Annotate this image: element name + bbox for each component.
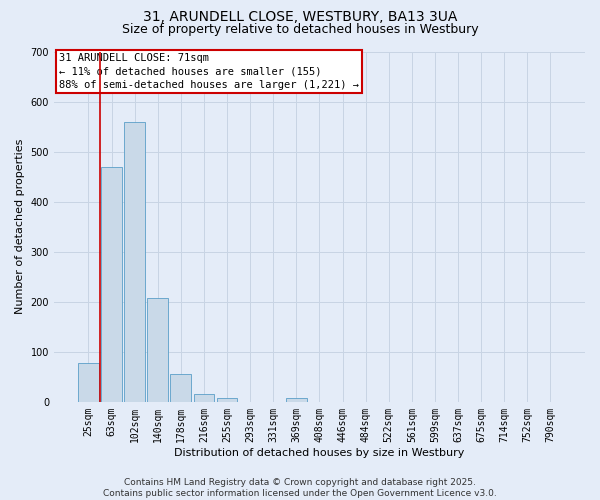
X-axis label: Distribution of detached houses by size in Westbury: Distribution of detached houses by size … bbox=[174, 448, 464, 458]
Bar bbox=[124, 122, 145, 402]
Text: Size of property relative to detached houses in Westbury: Size of property relative to detached ho… bbox=[122, 22, 478, 36]
Bar bbox=[78, 363, 99, 402]
Bar bbox=[286, 398, 307, 402]
Text: Contains HM Land Registry data © Crown copyright and database right 2025.
Contai: Contains HM Land Registry data © Crown c… bbox=[103, 478, 497, 498]
Bar bbox=[217, 398, 238, 402]
Bar bbox=[194, 394, 214, 402]
Text: 31, ARUNDELL CLOSE, WESTBURY, BA13 3UA: 31, ARUNDELL CLOSE, WESTBURY, BA13 3UA bbox=[143, 10, 457, 24]
Y-axis label: Number of detached properties: Number of detached properties bbox=[15, 139, 25, 314]
Bar bbox=[148, 298, 168, 402]
Bar bbox=[170, 374, 191, 402]
Bar bbox=[101, 166, 122, 402]
Text: 31 ARUNDELL CLOSE: 71sqm
← 11% of detached houses are smaller (155)
88% of semi-: 31 ARUNDELL CLOSE: 71sqm ← 11% of detach… bbox=[59, 54, 359, 90]
